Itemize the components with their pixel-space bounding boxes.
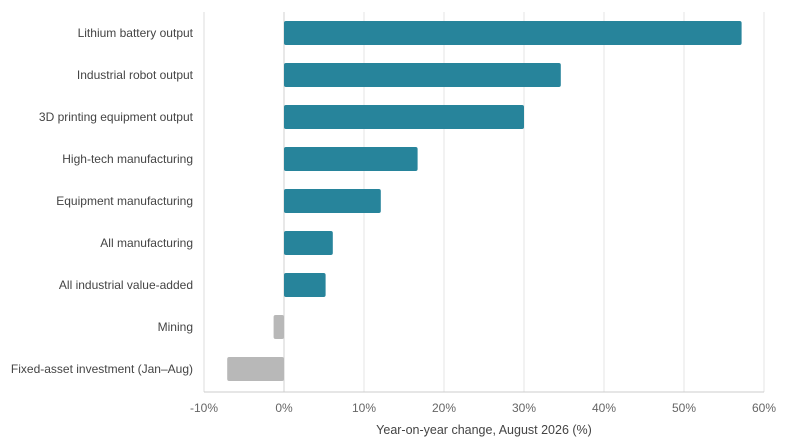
x-tick-label: 60% [752, 401, 776, 415]
tick-labels: -10% 0% 10% 20% 30% 40% 50% 60% [190, 401, 776, 415]
axes [203, 12, 764, 393]
bar [284, 21, 742, 45]
x-tick-label: 40% [592, 401, 616, 415]
category-label: Industrial robot output [77, 68, 194, 82]
category-label: High-tech manufacturing [62, 152, 193, 166]
category-label: 3D printing equipment output [39, 110, 194, 124]
category-label: Mining [158, 320, 193, 334]
category-label: Equipment manufacturing [56, 194, 193, 208]
x-tick-label: 0% [275, 401, 293, 415]
x-tick-label: 50% [672, 401, 696, 415]
bar [284, 231, 333, 255]
bar [273, 315, 284, 339]
x-tick-label: -10% [190, 401, 218, 415]
category-label: All manufacturing [100, 236, 193, 250]
bar [227, 357, 284, 381]
bar [284, 273, 326, 297]
x-tick-label: 10% [352, 401, 376, 415]
bar [284, 63, 561, 87]
x-axis-title: Year-on-year change, August 2026 (%) [376, 423, 592, 437]
x-tick-label: 20% [432, 401, 456, 415]
category-labels: Lithium battery output Industrial robot o… [11, 26, 194, 376]
category-label: All industrial value-added [59, 278, 193, 292]
bar [284, 189, 381, 213]
category-label: Fixed-asset investment (Jan–Aug) [11, 362, 193, 376]
bar [284, 147, 418, 171]
x-tick-label: 30% [512, 401, 536, 415]
bars [227, 21, 742, 381]
bar [284, 105, 524, 129]
category-label: Lithium battery output [78, 26, 194, 40]
